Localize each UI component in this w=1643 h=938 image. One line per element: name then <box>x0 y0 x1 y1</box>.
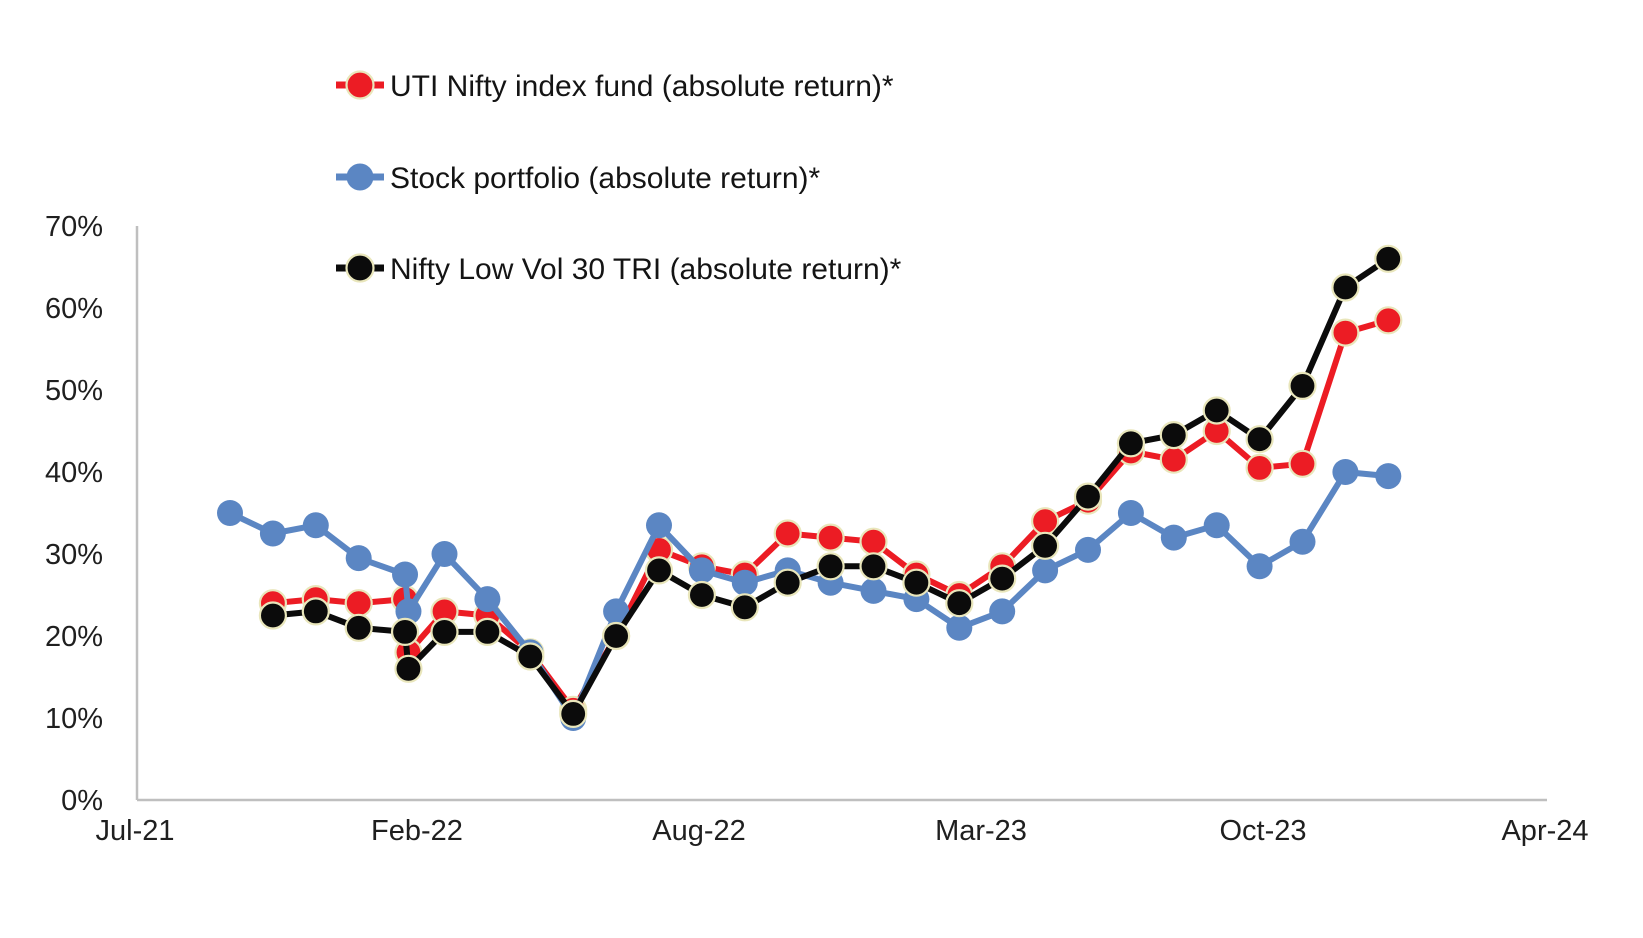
series-marker-nifty-low <box>1331 273 1360 302</box>
legend-label-nifty-low: Nifty Low Vol 30 TRI (absolute return)* <box>390 253 902 286</box>
y-tick-label: 60% <box>45 293 103 325</box>
series-marker-stock-portfolio <box>392 561 419 588</box>
series-marker-nifty-low <box>1245 425 1274 454</box>
series-marker-stock-portfolio <box>646 512 672 539</box>
series-marker-uti-nifty <box>773 519 802 548</box>
series-marker-nifty-low <box>1116 429 1146 458</box>
series-marker-nifty-low <box>601 621 631 651</box>
series-marker-stock-portfolio <box>1075 536 1101 563</box>
series-marker-nifty-low <box>559 699 588 729</box>
series-marker-nifty-low <box>1073 482 1103 511</box>
series-marker-nifty-low <box>730 593 759 622</box>
series-marker-nifty-low <box>344 613 373 642</box>
series-marker-stock-portfolio <box>1289 528 1316 555</box>
series-marker-stock-portfolio <box>1160 524 1187 551</box>
y-tick-label: 30% <box>45 539 103 571</box>
series-marker-uti-nifty <box>1245 453 1274 482</box>
legend-label-uti-nifty: UTI Nifty index fund (absolute return)* <box>390 70 894 103</box>
series-marker-stock-portfolio <box>860 577 887 604</box>
series-marker-uti-nifty <box>816 523 845 552</box>
series-marker-nifty-low <box>988 564 1017 593</box>
series-marker-stock-portfolio <box>302 512 329 539</box>
series-marker-stock-portfolio <box>1117 500 1144 526</box>
series-marker-stock-portfolio <box>345 545 372 572</box>
x-tick-label: Jul-21 <box>96 815 175 847</box>
series-marker-nifty-low <box>516 642 545 671</box>
series-marker-uti-nifty <box>859 527 888 556</box>
series-marker-nifty-low <box>644 556 674 585</box>
series-marker-nifty-low <box>430 617 459 647</box>
series-line-nifty-low <box>272 256 1390 717</box>
x-tick-label: Apr-24 <box>1501 815 1588 847</box>
series-marker-nifty-low <box>687 580 717 610</box>
series-marker-nifty-low <box>859 552 888 581</box>
x-tick-label: Feb-22 <box>371 815 463 847</box>
series-marker-nifty-low <box>473 617 502 647</box>
series-marker-stock-portfolio <box>395 598 422 625</box>
y-tick-label: 10% <box>45 703 103 735</box>
series-marker-uti-nifty <box>344 589 373 618</box>
y-tick-label: 50% <box>45 375 103 407</box>
legend-marker-stock-portfolio <box>346 163 374 191</box>
series-marker-nifty-low <box>390 617 420 647</box>
series-marker-nifty-low <box>1288 371 1317 400</box>
y-tick-label: 40% <box>45 457 103 489</box>
series-marker-stock-portfolio <box>1203 512 1230 539</box>
series-marker-nifty-low <box>945 589 974 618</box>
series-marker-stock-portfolio <box>1032 557 1059 584</box>
series-marker-stock-portfolio <box>989 598 1016 625</box>
series-marker-stock-portfolio <box>1332 459 1359 485</box>
series-marker-nifty-low <box>773 568 802 597</box>
series-marker-uti-nifty <box>1288 449 1317 478</box>
series-marker-nifty-low <box>394 654 423 683</box>
series-marker-stock-portfolio <box>217 500 243 526</box>
series-marker-uti-nifty <box>1159 445 1188 474</box>
y-tick-label: 0% <box>61 785 103 817</box>
series-marker-stock-portfolio <box>431 541 458 567</box>
y-tick-label: 70% <box>45 211 103 243</box>
series-line-uti-nifty <box>272 317 1390 713</box>
series-marker-stock-portfolio <box>688 557 715 584</box>
legend-marker-nifty-low <box>345 253 375 283</box>
series-marker-uti-nifty <box>1030 507 1060 536</box>
series-marker-nifty-low <box>1374 244 1403 273</box>
series-marker-stock-portfolio <box>603 598 630 625</box>
series-marker-nifty-low <box>258 601 287 630</box>
series-marker-uti-nifty <box>1331 318 1360 347</box>
legend-marker-uti-nifty <box>345 70 375 100</box>
series-marker-nifty-low <box>1159 421 1188 450</box>
series-marker-stock-portfolio <box>259 520 286 547</box>
series-marker-stock-portfolio <box>474 586 501 613</box>
series-marker-stock-portfolio <box>731 569 758 596</box>
series-marker-nifty-low <box>1202 396 1231 425</box>
series-marker-uti-nifty <box>1374 306 1403 335</box>
series-marker-nifty-low <box>902 568 931 597</box>
x-tick-label: Oct-23 <box>1219 815 1306 847</box>
series-marker-nifty-low <box>301 597 330 626</box>
x-tick-label: Aug-22 <box>652 815 746 847</box>
series-marker-nifty-low <box>816 552 845 581</box>
series-marker-nifty-low <box>1030 531 1060 560</box>
series-marker-stock-portfolio <box>1246 553 1273 580</box>
series-marker-stock-portfolio <box>1375 463 1402 490</box>
y-tick-label: 20% <box>45 621 103 653</box>
series-marker-stock-portfolio <box>946 614 973 641</box>
legend-label-stock-portfolio: Stock portfolio (absolute return)* <box>390 162 821 195</box>
x-tick-label: Mar-23 <box>935 815 1027 847</box>
